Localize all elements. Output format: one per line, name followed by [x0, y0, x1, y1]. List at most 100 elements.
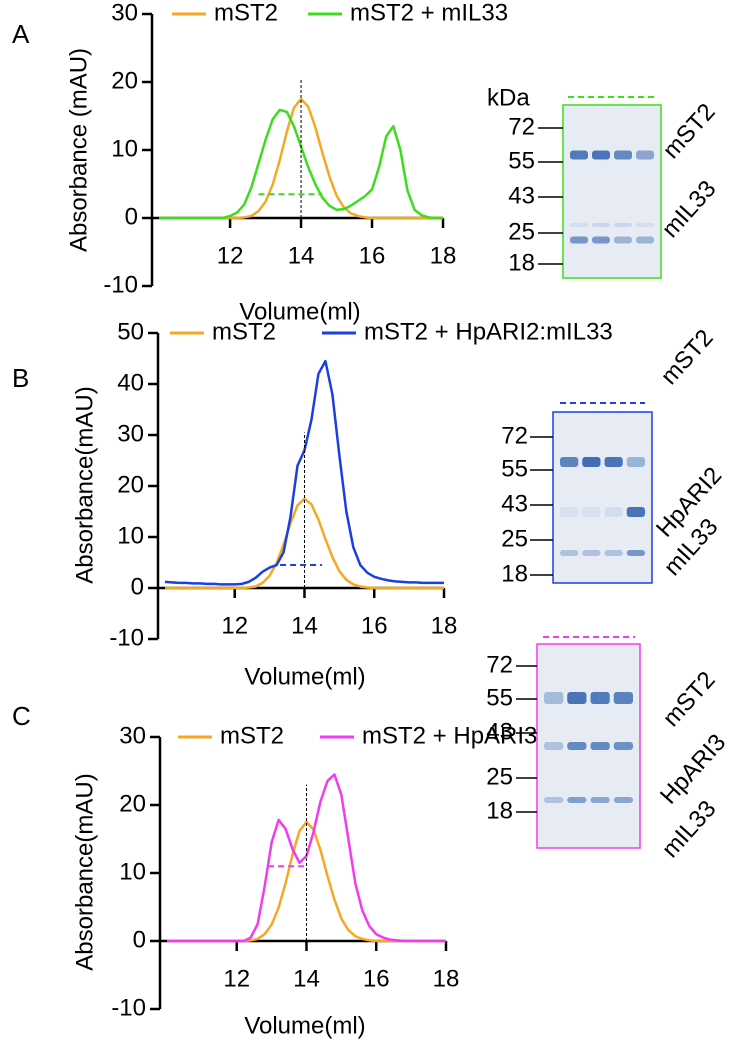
y-tick-label: -10	[111, 994, 146, 1021]
gel-marker-label: 72	[486, 651, 513, 678]
gel-band	[592, 223, 610, 227]
gel-band	[560, 550, 579, 556]
gel-band	[560, 457, 579, 467]
gel-band	[604, 507, 623, 517]
gel-marker-label: 55	[486, 684, 513, 711]
gel-band	[567, 742, 587, 750]
gel-marker-label: 43	[501, 490, 528, 517]
x-tick-label: 18	[433, 965, 460, 992]
gel-marker-label: 55	[508, 147, 535, 174]
gel-band	[570, 150, 588, 160]
y-tick-label: 30	[117, 420, 144, 447]
y-tick-label: 20	[119, 790, 146, 817]
gel-band	[614, 236, 632, 244]
gel-band	[626, 457, 645, 467]
gel-image	[552, 411, 653, 584]
x-tick-label: 18	[430, 242, 457, 269]
legend-label: mST2	[214, 0, 278, 26]
gel-band	[613, 797, 633, 803]
gel-unit: kDa	[487, 84, 530, 111]
legend-label: mST2 + mIL33	[350, 0, 508, 26]
gel-marker-label: 72	[508, 113, 535, 140]
gel-band	[590, 797, 610, 803]
gel-band	[636, 150, 654, 160]
gel-band	[613, 692, 633, 704]
gel-band	[614, 150, 632, 160]
gel-band	[570, 223, 588, 227]
y-tick-label: -10	[103, 271, 138, 298]
x-tick-label: 14	[291, 612, 318, 639]
gel-band	[636, 223, 654, 227]
gel-band-label: mST2	[658, 666, 721, 732]
y-axis-label: Absorbance (mAU)	[65, 48, 92, 252]
gel-band-label: HpARI3	[655, 729, 731, 810]
y-tick-label: 20	[111, 67, 138, 94]
x-tick-label: 18	[431, 612, 458, 639]
gel-band	[590, 692, 610, 704]
x-tick-label: 12	[223, 965, 250, 992]
x-tick-label: 14	[293, 965, 320, 992]
x-tick-label: 14	[288, 242, 315, 269]
gel-band	[567, 797, 587, 803]
gel-band	[582, 550, 601, 556]
x-tick-label: 16	[363, 965, 390, 992]
gel-band	[544, 797, 564, 803]
gel-band	[544, 692, 564, 704]
y-axis-label: Absorbance(mAU)	[71, 386, 98, 583]
gel-band	[560, 507, 579, 517]
gel-band	[590, 742, 610, 750]
x-tick-label: 16	[361, 612, 388, 639]
legend-label: mST2	[212, 318, 276, 345]
y-tick-label: -10	[109, 624, 144, 651]
gel-marker-label: 72	[501, 422, 528, 449]
gel-band	[582, 457, 601, 467]
gel-band	[604, 550, 623, 556]
gel-marker-label: 18	[486, 797, 513, 824]
panel-label: C	[12, 701, 31, 731]
y-tick-label: 0	[133, 926, 146, 953]
gel-band	[626, 550, 645, 556]
panel-label: A	[12, 19, 30, 49]
gel-band	[544, 742, 564, 750]
gel-marker-label: 43	[508, 182, 535, 209]
y-tick-label: 50	[117, 318, 144, 345]
y-tick-label: 20	[117, 471, 144, 498]
x-axis-label: Volume(ml)	[244, 1012, 365, 1039]
gel-marker-label: 25	[508, 218, 535, 245]
series-line	[164, 497, 444, 590]
x-axis-label: Volume(ml)	[239, 298, 360, 325]
gel-band-label: mIL33	[657, 795, 722, 863]
gel-band	[626, 507, 645, 517]
gel-marker-label: 25	[501, 525, 528, 552]
legend-label: mST2 + HpARI2:mIL33	[364, 318, 613, 345]
gel-band	[604, 457, 623, 467]
y-tick-label: 0	[131, 573, 144, 600]
gel-band	[582, 507, 601, 517]
y-tick-label: 0	[125, 203, 138, 230]
gel-marker-label: 18	[508, 249, 535, 276]
y-tick-label: 40	[117, 369, 144, 396]
y-tick-label: 10	[119, 858, 146, 885]
gel-band	[592, 236, 610, 244]
gel-band	[567, 692, 587, 704]
x-tick-label: 12	[221, 612, 248, 639]
x-tick-label: 16	[359, 242, 386, 269]
panel-label: B	[12, 363, 29, 393]
gel-marker-label: 18	[501, 560, 528, 587]
gel-band	[570, 236, 588, 244]
legend-label: mST2	[220, 722, 284, 749]
gel-marker-label: 55	[501, 455, 528, 482]
gel-band-label: mST2	[658, 98, 721, 164]
gel-marker-label: 43	[486, 718, 513, 745]
y-tick-label: 10	[111, 135, 138, 162]
y-tick-label: 30	[111, 0, 138, 26]
y-tick-label: 10	[117, 522, 144, 549]
gel-band-label: mIL33	[657, 175, 722, 243]
x-tick-label: 12	[217, 242, 244, 269]
gel-marker-label: 25	[486, 763, 513, 790]
gel-band	[636, 236, 654, 244]
gel-band-label: mST2	[656, 324, 719, 390]
y-tick-label: 30	[119, 722, 146, 749]
gel-image	[562, 104, 662, 279]
